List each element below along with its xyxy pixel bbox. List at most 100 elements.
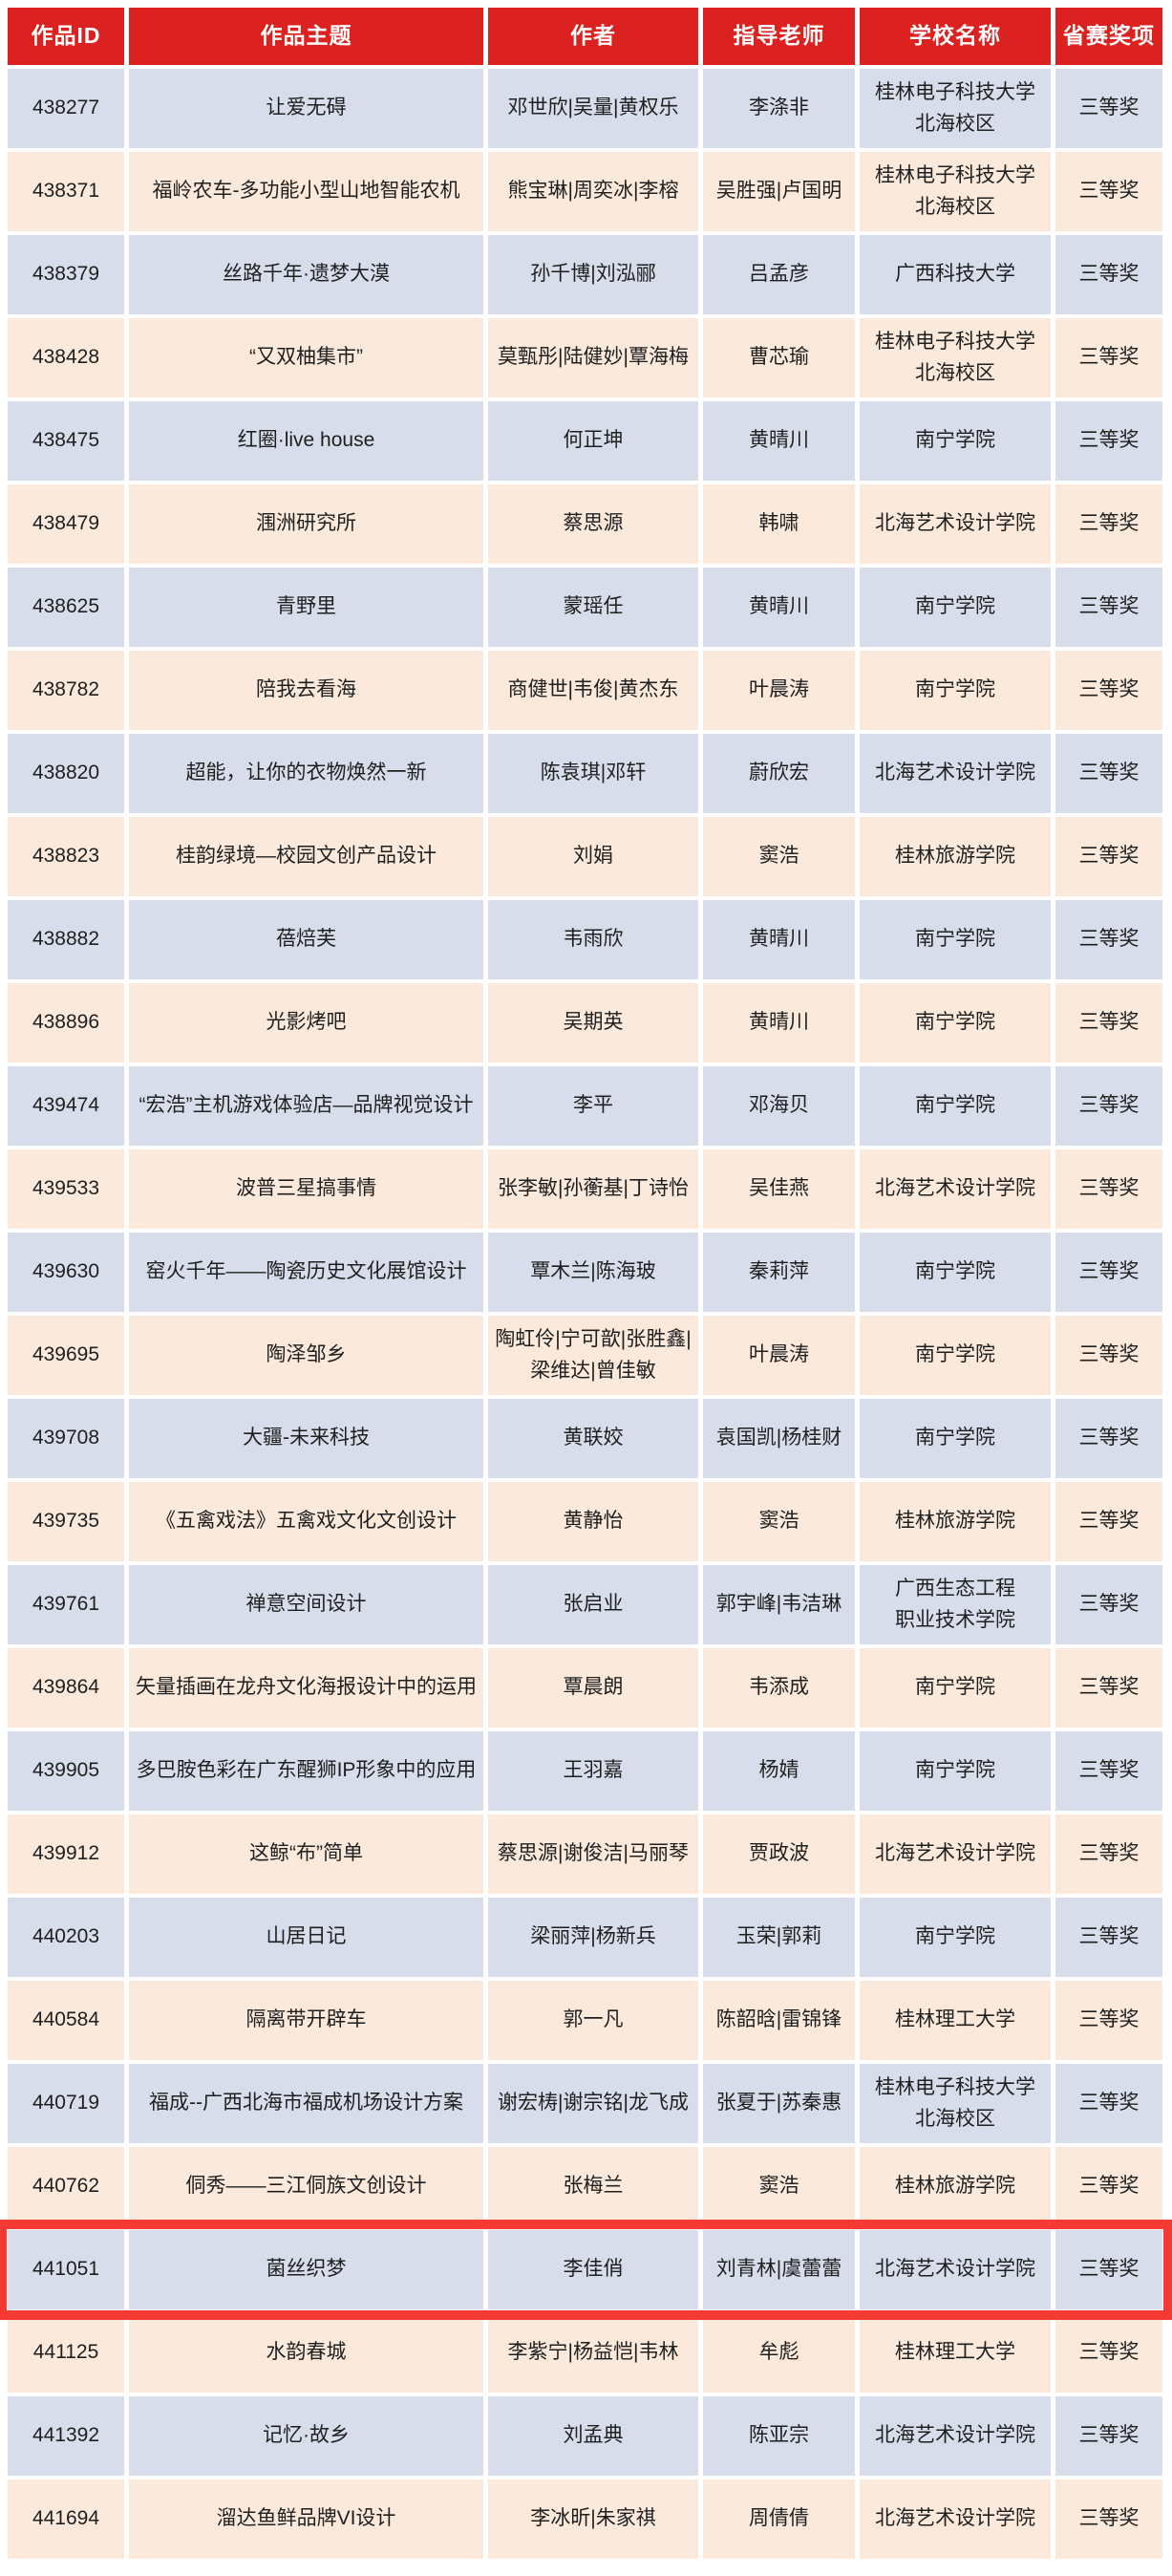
table-row: 441125 水韵春城 李紫宁|杨益恺|韦林 牟彪 桂林理工大学 三等奖 [8,2313,1162,2393]
cell-work-id: 438823 [8,817,124,896]
cell-authors: 覃木兰|陈海玻 [488,1233,698,1312]
cell-theme: 溜达鱼鲜品牌VI设计 [129,2479,483,2559]
cell-advisor: 刘青林|虞蕾蕾 [703,2230,855,2309]
cell-advisor: 邓海贝 [703,1066,855,1146]
cell-award: 三等奖 [1055,568,1162,647]
cell-work-id: 439735 [8,1482,124,1561]
cell-theme: 菌丝织梦 [129,2230,483,2309]
table-row: 438371 福岭农车-多功能小型山地智能农机 熊宝琳|周奕冰|李榕 吴胜强|卢国明桂… [8,152,1162,231]
table-row: 438479 涠洲研究所 蔡思源 韩啸 北海艺术设计学院 三等奖 [8,484,1162,564]
table-row: 440584 隔离带开辟车 郭一凡 陈韶晗|雷锦锋 桂林理工大学 三等奖 [8,1981,1162,2060]
cell-theme: 涠洲研究所 [129,484,483,564]
table-row: 440203 山居日记 梁丽萍|杨新兵 玉荣|郭莉 南宁学院 三等奖 [8,1898,1162,1977]
cell-award: 三等奖 [1055,401,1162,481]
header-cell-school: 学校名称 [860,8,1051,65]
cell-award: 三等奖 [1055,2147,1162,2226]
cell-authors: 刘娟 [488,817,698,896]
cell-authors: 韦雨欣 [488,900,698,979]
cell-theme: 福岭农车-多功能小型山地智能农机 [129,152,483,231]
cell-award: 三等奖 [1055,318,1162,397]
table-row: 441694 溜达鱼鲜品牌VI设计 李冰昕|朱家祺 周倩倩 北海艺术设计学院 三等奖 [8,2479,1162,2559]
table-row: 438820 超能，让你的衣物焕然一新 陈袁琪|邓轩 蔚欣宏 北海艺术设计学院 三等奖 [8,734,1162,813]
cell-school: 桂林旅游学院 [860,817,1051,896]
cell-award: 三等奖 [1055,1316,1162,1395]
cell-advisor: 陈韶晗|雷锦锋 [703,1981,855,2060]
cell-award: 三等奖 [1055,235,1162,314]
cell-work-id: 439761 [8,1565,124,1644]
table-row: 438379 丝路千年·遗梦大漠 孙千博|刘泓郦 吕孟彦 广西科技大学 三等奖 [8,235,1162,314]
cell-theme: 记忆·故乡 [129,2396,483,2476]
cell-theme: 矢量插画在龙舟文化海报设计中的运用 [129,1648,483,1728]
cell-authors: 孙千博|刘泓郦 [488,235,698,314]
cell-work-id: 438896 [8,983,124,1063]
cell-authors: 熊宝琳|周奕冰|李榕 [488,152,698,231]
cell-work-id: 439630 [8,1233,124,1312]
cell-theme: 丝路千年·遗梦大漠 [129,235,483,314]
cell-authors: 谢宏梼|谢宗铭|龙飞成 [488,2064,698,2143]
cell-advisor: 贾政波 [703,1814,855,1894]
table-row: 439761 禅意空间设计 张启业 郭宇峰|韦洁琳 广西生态工程 职业技术学院 三等奖 [8,1565,1162,1644]
cell-advisor: 吴胜强|卢国明 [703,152,855,231]
cell-authors: 张李敏|孙蘅基|丁诗怡 [488,1149,698,1229]
table-row: 439912 这鲸“布”简单 蔡思源|谢俊洁|马丽琴 贾政波 北海艺术设计学院 三等奖 [8,1814,1162,1894]
cell-award: 三等奖 [1055,1731,1162,1811]
header-cell-award: 省赛奖项 [1055,8,1162,65]
cell-advisor: 韩啸 [703,484,855,564]
table-row: 438475 红圈·live house 何正坤 黄晴川 南宁学院 三等奖 [8,401,1162,481]
cell-work-id: 438782 [8,651,124,730]
cell-theme: 水韵春城 [129,2313,483,2393]
cell-school: 南宁学院 [860,983,1051,1063]
cell-authors: 李平 [488,1066,698,1146]
cell-theme: 波普三星搞事情 [129,1149,483,1229]
cell-school: 南宁学院 [860,568,1051,647]
table-header-row: 作品ID 作品主题 作者 指导老师 学校名称 省赛奖项 [8,8,1162,65]
cell-advisor: 郭宇峰|韦洁琳 [703,1565,855,1644]
cell-school: 南宁学院 [860,1399,1051,1478]
cell-advisor: 曹芯瑜 [703,318,855,397]
cell-theme: 红圈·live house [129,401,483,481]
cell-school: 北海艺术设计学院 [860,2479,1051,2559]
cell-authors: 陶虹伶|宁可歆|张胜鑫| 梁维达|曾佳敏 [488,1316,698,1395]
table-row: 439533 波普三星搞事情 张李敏|孙蘅基|丁诗怡 吴佳燕 北海艺术设计学院 三等奖 [8,1149,1162,1229]
cell-authors: 张启业 [488,1565,698,1644]
cell-school: 桂林电子科技大学 北海校区 [860,2064,1051,2143]
cell-authors: 莫甄彤|陆健妙|覃海梅 [488,318,698,397]
cell-theme: 大疆-未来科技 [129,1399,483,1478]
cell-school: 南宁学院 [860,1731,1051,1811]
cell-authors: 张梅兰 [488,2147,698,2226]
cell-advisor: 叶晨涛 [703,1316,855,1395]
table-row: 440719 福成--广西北海市福成机场设计方案 谢宏梼|谢宗铭|龙飞成 张夏于|苏秦… [8,2064,1162,2143]
cell-theme: 这鲸“布”简单 [129,1814,483,1894]
cell-advisor: 杨婧 [703,1731,855,1811]
cell-theme: 隔离带开辟车 [129,1981,483,2060]
cell-work-id: 438475 [8,401,124,481]
cell-school: 桂林旅游学院 [860,2147,1051,2226]
cell-advisor: 韦添成 [703,1648,855,1728]
cell-award: 三等奖 [1055,1233,1162,1312]
table-row-highlighted: 441051 菌丝织梦 李佳俏 刘青林|虞蕾蕾 北海艺术设计学院 三等奖 [0,2220,1172,2320]
cell-advisor: 周倩倩 [703,2479,855,2559]
cell-theme: “宏浩”主机游戏体验店—品牌视觉设计 [129,1066,483,1146]
cell-award: 三等奖 [1055,1066,1162,1146]
cell-work-id: 440762 [8,2147,124,2226]
cell-award: 三等奖 [1055,2230,1162,2309]
cell-advisor: 李涤非 [703,69,855,148]
cell-work-id: 441392 [8,2396,124,2476]
cell-school: 北海艺术设计学院 [860,1149,1051,1229]
cell-award: 三等奖 [1055,152,1162,231]
cell-work-id: 440584 [8,1981,124,2060]
cell-work-id: 439474 [8,1066,124,1146]
cell-theme: 窑火千年——陶瓷历史文化展馆设计 [129,1233,483,1312]
cell-school: 广西科技大学 [860,235,1051,314]
table-row: 439905 多巴胺色彩在广东醒狮IP形象中的应用 王羽嘉 杨婧 南宁学院 三等奖 [8,1731,1162,1811]
cell-work-id: 439533 [8,1149,124,1229]
cell-school: 北海艺术设计学院 [860,1814,1051,1894]
cell-theme: 蓓焙芙 [129,900,483,979]
cell-authors: 蔡思源|谢俊洁|马丽琴 [488,1814,698,1894]
cell-work-id: 441051 [8,2230,124,2309]
table-row: 441392 记忆·故乡 刘孟典 陈亚宗 北海艺术设计学院 三等奖 [8,2396,1162,2476]
cell-school: 北海艺术设计学院 [860,484,1051,564]
cell-work-id: 440719 [8,2064,124,2143]
header-cell-advisor: 指导老师 [703,8,855,65]
